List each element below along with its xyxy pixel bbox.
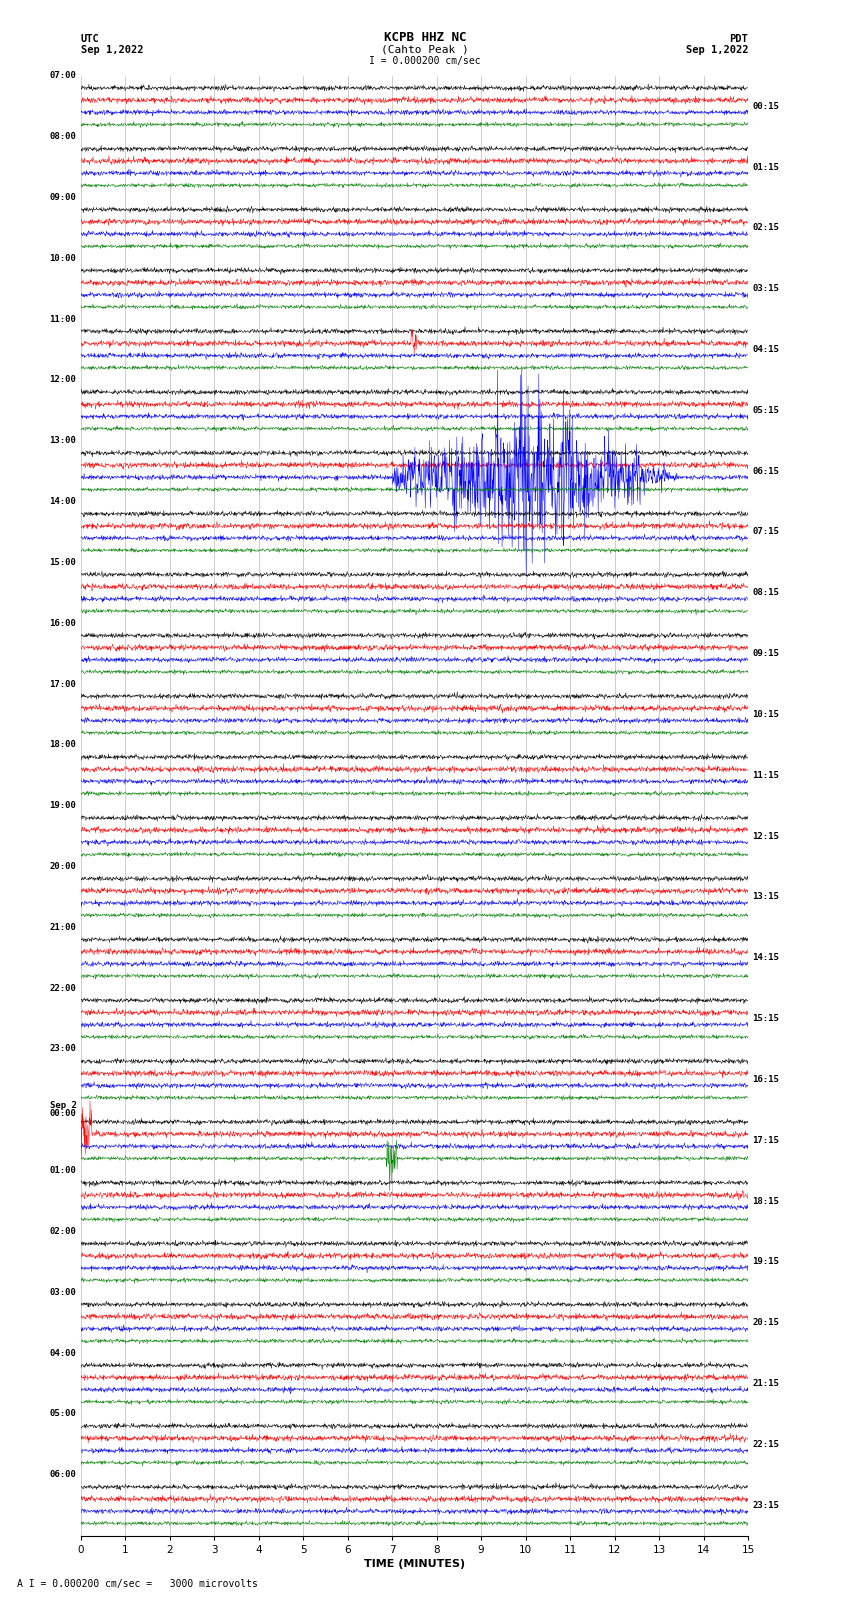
Text: 10:15: 10:15: [752, 710, 779, 719]
Text: 16:00: 16:00: [49, 619, 76, 627]
Text: PDT: PDT: [729, 34, 748, 44]
Text: 21:00: 21:00: [49, 923, 76, 932]
Text: 00:15: 00:15: [752, 102, 779, 111]
Text: 15:15: 15:15: [752, 1015, 779, 1023]
Text: 05:00: 05:00: [49, 1410, 76, 1418]
Text: 14:15: 14:15: [752, 953, 779, 963]
Text: 09:00: 09:00: [49, 194, 76, 202]
Text: 06:00: 06:00: [49, 1471, 76, 1479]
Text: 20:00: 20:00: [49, 861, 76, 871]
Text: Sep 1,2022: Sep 1,2022: [81, 45, 144, 55]
Text: 10:00: 10:00: [49, 253, 76, 263]
Text: 22:15: 22:15: [752, 1440, 779, 1448]
Text: 12:00: 12:00: [49, 376, 76, 384]
Text: 15:00: 15:00: [49, 558, 76, 566]
Text: 19:00: 19:00: [49, 802, 76, 810]
Text: 13:15: 13:15: [752, 892, 779, 902]
Text: KCPB HHZ NC: KCPB HHZ NC: [383, 31, 467, 44]
Text: 23:15: 23:15: [752, 1500, 779, 1510]
Text: 04:15: 04:15: [752, 345, 779, 353]
Text: 22:00: 22:00: [49, 984, 76, 992]
Text: UTC: UTC: [81, 34, 99, 44]
Text: 18:15: 18:15: [752, 1197, 779, 1205]
Text: 03:15: 03:15: [752, 284, 779, 294]
Text: Sep 1,2022: Sep 1,2022: [685, 45, 748, 55]
Text: 21:15: 21:15: [752, 1379, 779, 1389]
Text: 19:15: 19:15: [752, 1258, 779, 1266]
Text: 18:00: 18:00: [49, 740, 76, 750]
Text: 14:00: 14:00: [49, 497, 76, 506]
Text: 17:00: 17:00: [49, 679, 76, 689]
Text: 20:15: 20:15: [752, 1318, 779, 1327]
Text: Sep 2: Sep 2: [49, 1102, 76, 1110]
Text: 16:15: 16:15: [752, 1074, 779, 1084]
Text: 08:00: 08:00: [49, 132, 76, 140]
Text: 04:00: 04:00: [49, 1348, 76, 1358]
Text: 01:00: 01:00: [49, 1166, 76, 1176]
Text: I = 0.000200 cm/sec: I = 0.000200 cm/sec: [369, 56, 481, 66]
Text: 09:15: 09:15: [752, 648, 779, 658]
Text: (Cahto Peak ): (Cahto Peak ): [381, 45, 469, 55]
Text: 11:15: 11:15: [752, 771, 779, 779]
Text: 13:00: 13:00: [49, 436, 76, 445]
Text: 02:15: 02:15: [752, 223, 779, 232]
Text: 03:00: 03:00: [49, 1287, 76, 1297]
Text: A I = 0.000200 cm/sec =   3000 microvolts: A I = 0.000200 cm/sec = 3000 microvolts: [17, 1579, 258, 1589]
Text: 23:00: 23:00: [49, 1045, 76, 1053]
Text: 01:15: 01:15: [752, 163, 779, 171]
Text: 12:15: 12:15: [752, 832, 779, 840]
Text: 06:15: 06:15: [752, 466, 779, 476]
Text: 07:15: 07:15: [752, 527, 779, 537]
Text: 02:00: 02:00: [49, 1227, 76, 1236]
Text: 08:15: 08:15: [752, 589, 779, 597]
Text: 05:15: 05:15: [752, 406, 779, 415]
Text: 17:15: 17:15: [752, 1136, 779, 1145]
Text: 11:00: 11:00: [49, 315, 76, 324]
Text: 07:00: 07:00: [49, 71, 76, 81]
X-axis label: TIME (MINUTES): TIME (MINUTES): [364, 1558, 465, 1569]
Text: 00:00: 00:00: [49, 1110, 76, 1118]
